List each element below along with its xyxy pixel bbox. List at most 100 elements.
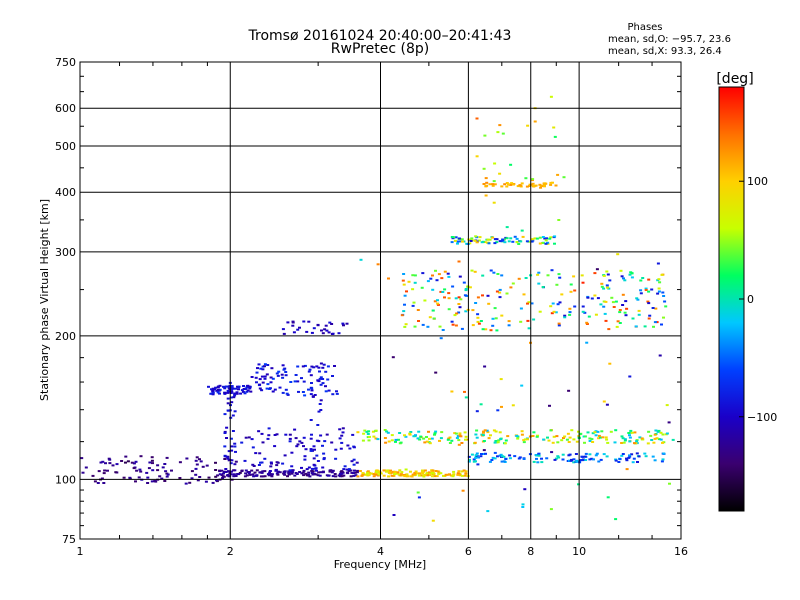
scatter-point — [495, 241, 499, 244]
scatter-point — [269, 473, 273, 476]
scatter-point — [244, 472, 248, 475]
scatter-point — [476, 296, 480, 299]
scatter-point — [97, 470, 101, 473]
scatter-point — [488, 460, 492, 463]
scatter-point — [433, 432, 437, 435]
scatter-point — [367, 471, 371, 474]
scatter-point — [277, 370, 281, 373]
scatter-point — [546, 274, 550, 277]
scatter-point — [518, 184, 522, 187]
scatter-point — [312, 445, 316, 448]
scatter-point — [223, 445, 227, 448]
scatter-point — [302, 469, 306, 472]
scatter-point — [536, 461, 540, 464]
scatter-point — [458, 275, 462, 278]
scatter-point — [392, 470, 395, 473]
scatter-point — [623, 279, 627, 282]
scatter-point — [646, 442, 650, 445]
scatter-point — [247, 436, 251, 439]
scatter-point — [294, 374, 298, 376]
scatter-point — [635, 452, 639, 455]
scatter-point — [150, 456, 154, 459]
scatter-point — [535, 454, 539, 457]
scatter-point — [470, 453, 474, 456]
scatter-point — [378, 470, 382, 473]
scatter-point — [270, 475, 274, 478]
scatter-point — [245, 386, 249, 389]
scatter-point — [556, 173, 560, 176]
scatter-point — [457, 439, 461, 442]
scatter-point — [498, 240, 502, 243]
scatter-point — [328, 470, 332, 473]
scatter-point — [419, 435, 423, 438]
scatter-point — [605, 455, 609, 458]
scatter-point — [495, 290, 499, 293]
scatter-point — [390, 439, 394, 442]
scatter-point — [340, 475, 344, 478]
scatter-point — [450, 241, 454, 244]
scatter-point — [296, 328, 300, 331]
scatter-point — [503, 442, 507, 445]
scatter-point — [537, 271, 541, 274]
scatter-point — [593, 431, 597, 434]
scatter-point — [481, 328, 485, 331]
scatter-point — [456, 240, 460, 243]
scatter-point — [458, 432, 462, 435]
scatter-point — [456, 473, 460, 476]
scatter-point — [286, 321, 290, 324]
scatter-point — [656, 292, 660, 295]
scatter-point — [546, 241, 550, 244]
scatter-point — [432, 317, 436, 320]
scatter-point — [608, 362, 612, 365]
scatter-point — [369, 472, 373, 475]
scatter-point — [412, 473, 416, 476]
scatter-point — [103, 469, 107, 472]
scatter-point — [138, 468, 142, 471]
scatter-point — [290, 472, 294, 475]
scatter-point — [231, 430, 235, 432]
scatter-point — [243, 475, 247, 478]
scatter-point — [468, 458, 471, 461]
scatter-point — [652, 441, 656, 444]
scatter-point — [549, 429, 553, 432]
scatter-point — [653, 437, 657, 440]
scatter-point — [614, 429, 618, 432]
scatter-point — [366, 470, 370, 473]
scatter-point — [101, 460, 105, 463]
scatter-point — [431, 309, 435, 312]
scatter-point — [229, 396, 233, 399]
scatter-point — [383, 437, 387, 439]
scatter-point — [482, 449, 486, 452]
scatter-point — [388, 471, 392, 474]
scatter-point — [194, 459, 198, 462]
scatter-point — [409, 431, 413, 433]
scatter-point — [283, 454, 287, 457]
scatter-point — [263, 470, 267, 473]
scatter-point — [427, 430, 430, 433]
scatter-point — [425, 436, 428, 438]
scatter-point — [408, 433, 412, 436]
scatter-point — [289, 381, 293, 383]
scatter-point — [470, 269, 474, 272]
scatter-point — [294, 437, 298, 440]
scatter-point — [468, 286, 472, 289]
scatter-point — [502, 460, 506, 463]
scatter-point — [318, 474, 322, 477]
scatter-point — [494, 317, 498, 320]
scatter-point — [263, 377, 267, 380]
scatter-point — [547, 439, 551, 442]
scatter-point — [211, 391, 215, 394]
scatter-point — [363, 429, 367, 432]
scatter-point — [257, 363, 261, 366]
scatter-point — [628, 454, 631, 457]
scatter-point — [613, 441, 617, 444]
scatter-point — [325, 329, 329, 332]
scatter-point — [475, 155, 479, 158]
scatter-point — [211, 393, 215, 396]
scatter-point — [657, 290, 661, 293]
scatter-point — [411, 304, 415, 307]
scatter-point — [477, 322, 481, 325]
scatter-point — [403, 474, 406, 476]
scatter-point — [560, 293, 564, 296]
scatter-point — [597, 460, 601, 463]
